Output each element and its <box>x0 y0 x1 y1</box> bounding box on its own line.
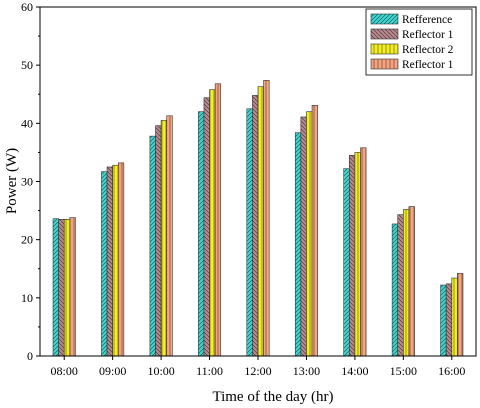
bar-refference-1500 <box>391 223 399 357</box>
legend-swatch <box>370 13 399 25</box>
legend-label: Reflector 2 <box>402 44 454 56</box>
bar-reflector-2-1500 <box>403 209 410 357</box>
legend-swatch <box>370 58 399 70</box>
x-tick-label: 15:00 <box>390 364 417 378</box>
legend-label: Reflector 1 <box>402 59 454 71</box>
bar-reflector-1-0900 <box>106 166 113 357</box>
bar-reflector-2-1300 <box>306 111 313 357</box>
bar-refference-1600 <box>440 284 447 357</box>
bar-reflector-2-1000 <box>160 120 168 357</box>
x-tick-label: 14:00 <box>341 364 368 378</box>
y-tick-label: 40 <box>21 116 33 130</box>
legend-label: Reflector 1 <box>402 29 454 41</box>
bar-refference-1400 <box>343 168 350 357</box>
bar-refference-0800 <box>52 218 59 357</box>
bar-reflector-1-1100 <box>203 97 210 357</box>
x-tick-label: 12:00 <box>244 364 271 378</box>
y-tick-label: 10 <box>21 291 33 305</box>
x-tick-label: 11:00 <box>196 364 223 378</box>
x-tick-label: 08:00 <box>51 364 78 378</box>
x-tick-label: 10:00 <box>147 364 174 378</box>
bar-reflector-1-1000 <box>166 115 173 357</box>
bar-reflector-1-1600 <box>457 273 464 357</box>
y-tick-label: 50 <box>21 58 33 72</box>
bar-refference-1000 <box>149 135 156 357</box>
bar-reflector-1-0900 <box>117 162 125 357</box>
bar-reflector-1-0800 <box>69 217 76 357</box>
legend-swatch <box>370 28 399 40</box>
bars-group <box>52 79 464 357</box>
bar-reflector-1-1100 <box>214 83 222 357</box>
axes-group: 0 10 20 30 40 50 60 08:00 09:00 10:00 11:00 12:00 13… <box>21 0 477 378</box>
bar-reflector-1-1500 <box>408 206 415 357</box>
bar-refference-1100 <box>198 111 205 357</box>
y-tick-label: 20 <box>21 233 33 247</box>
bar-reflector-1-1500 <box>397 214 404 357</box>
bar-reflector-2-0800 <box>63 219 71 357</box>
bar-reflector-2-1400 <box>354 152 361 357</box>
x-tick-label: 16:00 <box>438 364 465 378</box>
x-tick-label: 13:00 <box>293 364 320 378</box>
bar-refference-0900 <box>101 171 108 357</box>
y-tick-label: 60 <box>21 0 33 14</box>
bar-reflector-1-1300 <box>300 116 307 357</box>
bar-reflector-2-1200 <box>257 86 264 357</box>
bar-reflector-1-1400 <box>348 155 356 357</box>
bar-reflector-1-1000 <box>155 125 162 357</box>
bar-reflector-1-0800 <box>58 219 65 357</box>
legend-swatch <box>370 43 399 55</box>
bar-reflector-1-1200 <box>263 79 270 357</box>
x-tick-label: 09:00 <box>99 364 126 378</box>
legend: Refference Reflector 1 Reflector 2 Reflecto… <box>365 8 473 76</box>
y-tick-label: 30 <box>21 175 33 189</box>
y-tick-label: 0 <box>27 349 33 363</box>
y-axis-label: Power (W) <box>4 148 20 214</box>
bar-reflector-1-1600 <box>445 283 453 357</box>
bar-reflector-2-1600 <box>451 277 458 357</box>
bar-reflector-2-1100 <box>209 89 216 357</box>
bar-reflector-1-1300 <box>311 105 318 357</box>
bar-reflector-1-1200 <box>252 95 259 357</box>
bar-reflector-2-0900 <box>112 164 119 357</box>
x-axis-label: Time of the day (hr) <box>212 389 333 405</box>
bar-refference-1200 <box>246 108 253 357</box>
bar-refference-1300 <box>294 132 302 357</box>
bar-reflector-1-1400 <box>360 147 367 357</box>
legend-label: Refference <box>402 14 452 26</box>
